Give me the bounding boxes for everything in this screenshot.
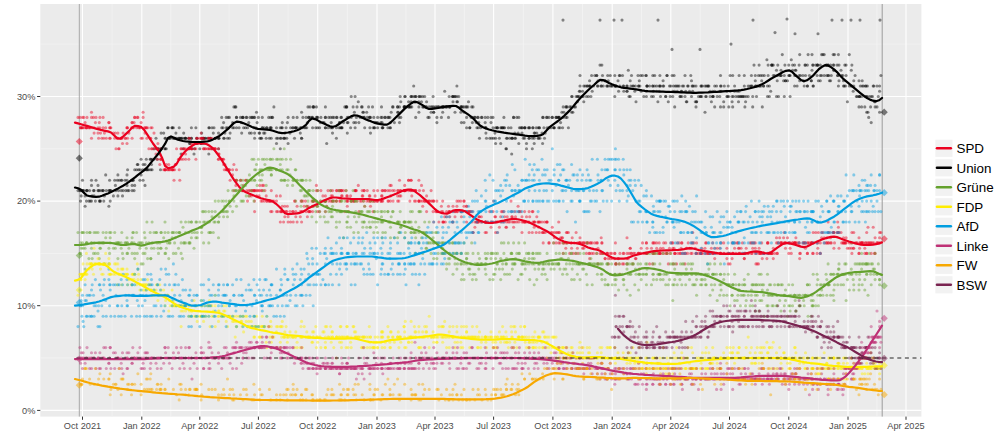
svg-text:Apr 2022: Apr 2022 [181,421,218,431]
svg-text:Oct 2024: Oct 2024 [770,421,807,431]
svg-text:FW: FW [957,258,978,273]
svg-text:0%: 0% [22,406,35,416]
svg-text:SPD: SPD [957,141,985,156]
svg-text:AfD: AfD [957,219,980,234]
svg-text:Jan 2022: Jan 2022 [123,421,161,431]
svg-text:Jul 2023: Jul 2023 [476,421,511,431]
svg-text:Jul 2024: Jul 2024 [712,421,747,431]
svg-text:Linke: Linke [957,239,989,254]
svg-text:Jan 2023: Jan 2023 [358,421,396,431]
svg-text:Oct 2022: Oct 2022 [299,421,336,431]
svg-text:Apr 2024: Apr 2024 [652,421,689,431]
svg-text:Jan 2024: Jan 2024 [593,421,631,431]
svg-text:Apr 2023: Apr 2023 [416,421,453,431]
svg-text:30%: 30% [17,92,35,102]
svg-text:Jan 2025: Jan 2025 [829,421,867,431]
svg-text:20%: 20% [17,196,35,206]
svg-text:10%: 10% [17,301,35,311]
svg-text:FDP: FDP [957,200,984,215]
svg-text:Oct 2021: Oct 2021 [64,421,101,431]
svg-text:Grüne: Grüne [957,180,994,195]
svg-text:BSW: BSW [957,278,988,293]
svg-text:Apr 2025: Apr 2025 [887,421,924,431]
svg-text:Jul 2022: Jul 2022 [241,421,276,431]
svg-text:Oct 2023: Oct 2023 [534,421,571,431]
svg-text:Union: Union [957,161,992,176]
